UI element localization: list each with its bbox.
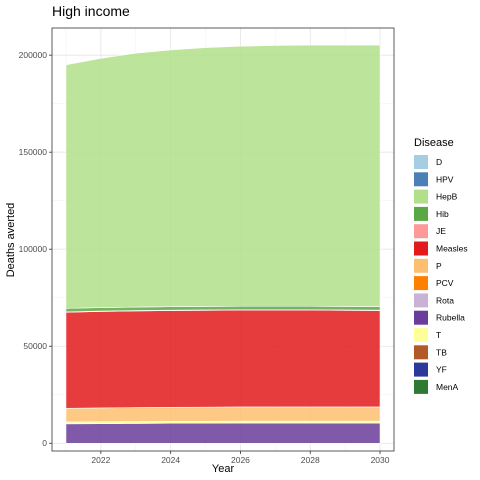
legend-key-tb: [414, 345, 428, 359]
x-tick-label: 2024: [161, 455, 180, 465]
legend-label-pcv: PCV: [436, 278, 454, 288]
legend-key-je: [414, 224, 428, 238]
legend-key-d: [414, 155, 428, 169]
legend-key-measles: [414, 242, 428, 256]
x-axis-title: Year: [212, 463, 235, 475]
y-axis-title: Deaths averted: [5, 203, 17, 278]
legend-label-rubella: Rubella: [436, 313, 465, 323]
x-tick-label: 2030: [371, 455, 390, 465]
legend-label-hib: Hib: [436, 209, 449, 219]
legend-key-pcv: [414, 276, 428, 290]
legend-label-tb: TB: [436, 347, 447, 357]
legend-key-hepb: [414, 190, 428, 204]
legend-key-yf: [414, 363, 428, 377]
y-tick-label: 50000: [23, 341, 47, 351]
y-tick-label: 200000: [19, 50, 48, 60]
area-p: [66, 407, 380, 422]
legend-label-rota: Rota: [436, 295, 454, 305]
area-measles: [66, 310, 380, 408]
legend-key-mena: [414, 380, 428, 394]
legend-key-t: [414, 328, 428, 342]
x-tick-label: 2028: [301, 455, 320, 465]
legend-key-hpv: [414, 172, 428, 186]
legend-label-measles: Measles: [436, 244, 468, 254]
y-tick-label: 0: [42, 438, 47, 448]
legend-label-yf: YF: [436, 365, 447, 375]
y-tick-label: 150000: [19, 147, 48, 157]
legend-label-p: P: [436, 261, 442, 271]
legend-label-mena: MenA: [436, 382, 459, 392]
legend-label-je: JE: [436, 226, 446, 236]
stacked-areas: [66, 45, 380, 443]
legend-label-t: T: [436, 330, 441, 340]
area-hepb: [66, 45, 380, 308]
chart-title: High income: [52, 3, 130, 19]
legend-key-p: [414, 259, 428, 273]
legend: D HPV HepB Hib JE Measles P PCV Rota Rubella T TB YF…: [414, 155, 468, 394]
x-tick-label: 2022: [91, 455, 110, 465]
y-tick-label: 100000: [19, 244, 48, 254]
legend-label-d: D: [436, 157, 442, 167]
legend-label-hpv: HPV: [436, 174, 454, 184]
legend-key-rubella: [414, 311, 428, 325]
area-rubella: [66, 423, 380, 443]
legend-key-rota: [414, 293, 428, 307]
legend-label-hepb: HepB: [436, 192, 458, 202]
legend-key-hib: [414, 207, 428, 221]
legend-title: Disease: [414, 137, 454, 149]
